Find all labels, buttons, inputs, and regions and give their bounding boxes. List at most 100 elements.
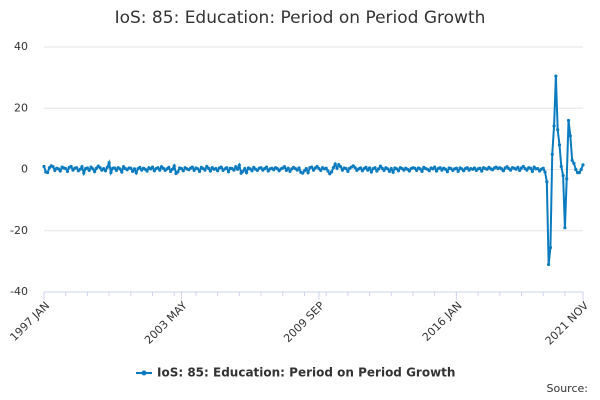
point (78, 167, 82, 171)
point (58, 169, 62, 173)
point (337, 163, 341, 167)
point (196, 167, 200, 171)
y-tick-label: 0 (21, 163, 28, 176)
point (480, 169, 484, 173)
point (557, 143, 562, 147)
point (547, 262, 551, 267)
point (375, 169, 379, 173)
point (131, 169, 135, 173)
point (456, 169, 460, 173)
point (579, 167, 583, 172)
point (541, 166, 545, 170)
point (46, 170, 50, 175)
point (548, 245, 553, 250)
point (282, 165, 287, 169)
point (574, 167, 578, 172)
point (433, 165, 437, 169)
point (181, 169, 185, 173)
point (310, 165, 314, 169)
point (80, 165, 84, 169)
point (192, 168, 196, 173)
point (331, 166, 335, 170)
point (82, 171, 86, 175)
point (214, 166, 218, 171)
point (543, 170, 547, 174)
point (386, 167, 390, 171)
legend-label: IoS: 85: Education: Period on Period Gro… (157, 366, 455, 380)
point (465, 166, 469, 170)
point (109, 170, 113, 175)
point (565, 177, 569, 181)
point (577, 170, 581, 175)
point (250, 169, 254, 173)
point (232, 168, 236, 172)
point (138, 165, 142, 169)
point (521, 164, 525, 169)
point (311, 168, 316, 172)
point (378, 164, 383, 168)
point (170, 167, 175, 171)
point (241, 169, 245, 173)
point (304, 166, 308, 171)
point (94, 166, 99, 170)
x-tick-label: 1997 JAN (7, 299, 52, 344)
point (190, 165, 194, 169)
point (360, 169, 364, 173)
point (102, 166, 106, 171)
point (454, 166, 458, 170)
point (197, 169, 202, 173)
point (358, 166, 363, 170)
point (353, 166, 357, 170)
point (226, 170, 231, 174)
point (380, 166, 384, 170)
x-tick-label: 2016 JAN (420, 299, 465, 344)
point (329, 170, 334, 174)
x-tick-label: 2003 MAY (142, 299, 190, 347)
point (272, 168, 276, 172)
point (65, 169, 70, 173)
point (51, 165, 55, 169)
point (339, 165, 343, 169)
point (158, 168, 162, 172)
point (344, 166, 348, 171)
chart-title: IoS: 85: Education: Period on Period Gro… (115, 8, 486, 28)
point (391, 170, 395, 174)
point (234, 165, 238, 169)
point (103, 169, 108, 173)
point (550, 152, 554, 156)
point (145, 169, 149, 173)
point (364, 165, 368, 169)
point (132, 167, 137, 171)
point (169, 169, 173, 173)
point (203, 168, 207, 172)
point (87, 168, 91, 173)
point (120, 170, 124, 174)
point (566, 118, 571, 123)
y-tick-label: -40 (10, 285, 28, 298)
point (407, 169, 411, 173)
point (443, 167, 448, 171)
point (396, 169, 401, 173)
point (382, 168, 386, 173)
point (42, 164, 46, 169)
point (306, 170, 310, 175)
point (244, 170, 249, 175)
point (572, 161, 576, 165)
point (301, 171, 305, 175)
point (150, 165, 155, 169)
point (216, 169, 220, 173)
point (275, 166, 279, 171)
point (98, 166, 102, 170)
point (53, 168, 57, 173)
point (563, 226, 567, 230)
point (56, 167, 61, 171)
point (552, 124, 556, 128)
point (413, 166, 417, 170)
point (172, 164, 176, 168)
point (114, 168, 118, 173)
point (445, 170, 449, 174)
point (206, 166, 211, 170)
point (326, 169, 330, 173)
point (324, 166, 328, 170)
point (107, 161, 111, 165)
